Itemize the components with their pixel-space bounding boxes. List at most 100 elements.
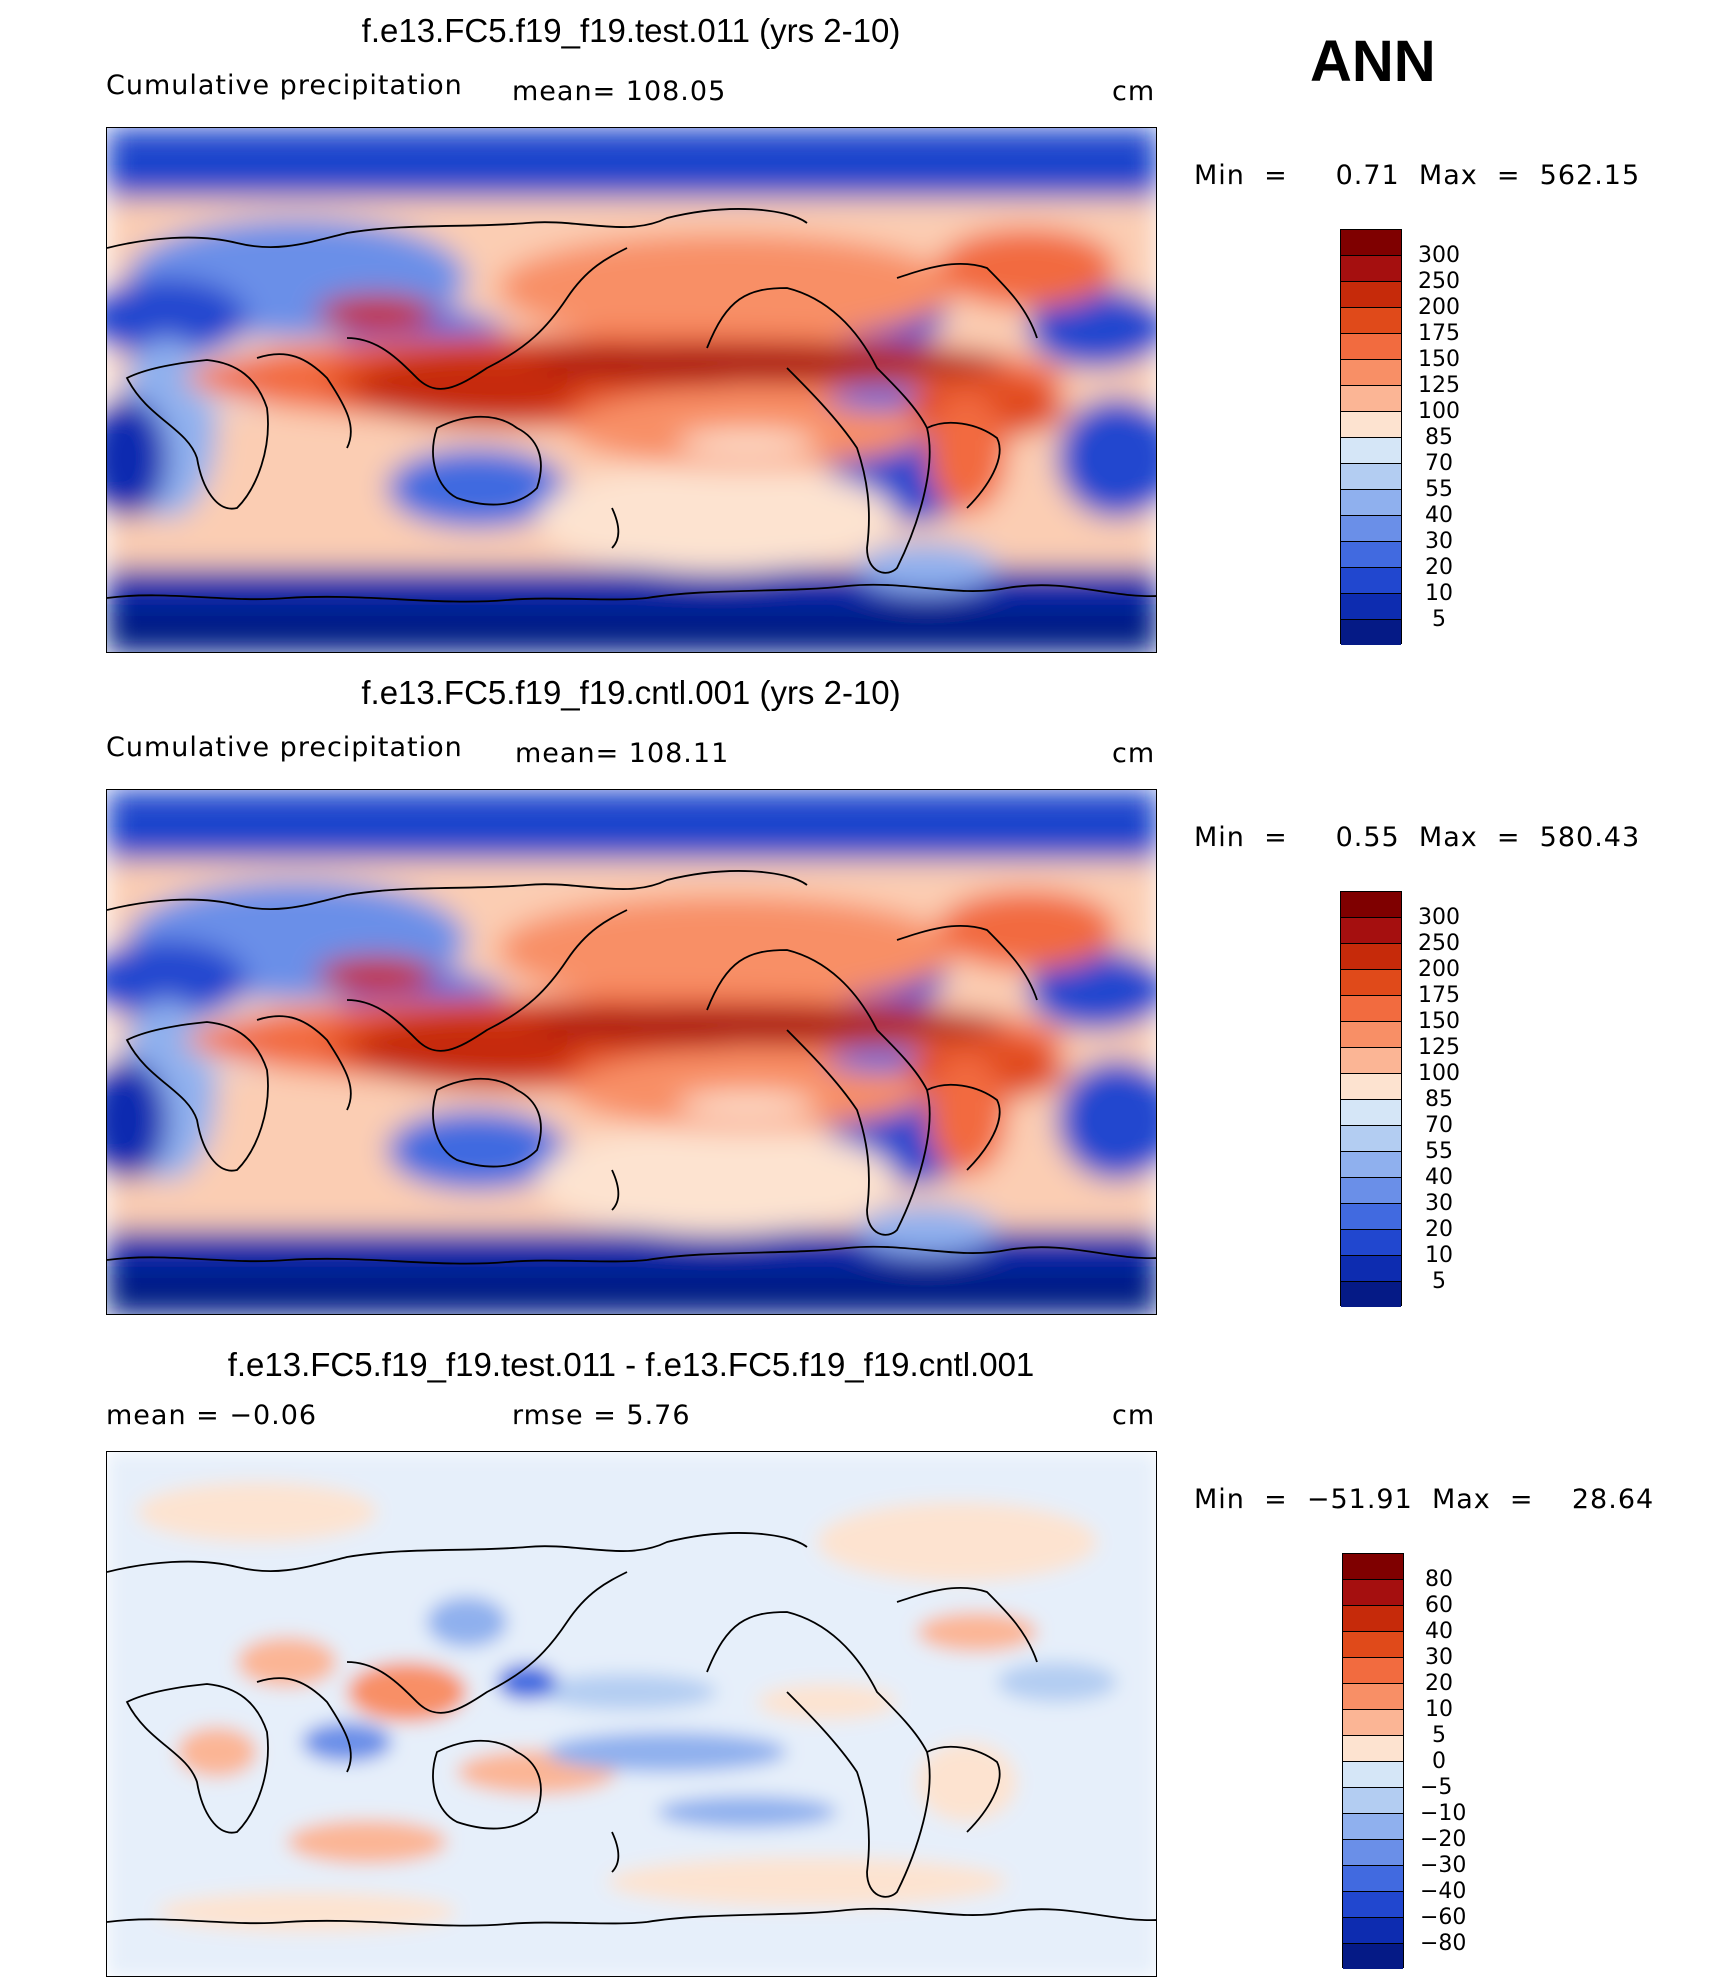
colorbar-bin <box>1341 334 1401 360</box>
panel-2-title: f.e13.FC5.f19_f19.cntl.001 (yrs 2-10) <box>361 674 901 711</box>
colorbar-2-tick: 85 <box>1425 1087 1453 1112</box>
colorbar-bin <box>1341 1282 1401 1307</box>
panel-2-mean: mean= 108.11 <box>515 738 730 769</box>
colorbar-3-tick: −10 <box>1420 1801 1467 1826</box>
colorbar-3-tick: 0 <box>1432 1749 1446 1774</box>
colorbar-1-tick: 200 <box>1418 295 1460 320</box>
panel-3-units: cm <box>1112 1400 1156 1431</box>
colorbar-bin <box>1343 1840 1403 1866</box>
colorbar-1-tick: 10 <box>1425 581 1453 606</box>
panel-2-minmax: Min = 0.55 Max = 580.43 <box>1194 822 1641 853</box>
colorbar-bin <box>1343 1918 1403 1944</box>
panel-2-map <box>106 789 1157 1315</box>
colorbar-3-tick: −30 <box>1420 1853 1467 1878</box>
panel-3-mean: mean = −0.06 <box>106 1400 318 1431</box>
colorbar-bin <box>1343 1736 1403 1762</box>
colorbar-bin <box>1341 438 1401 464</box>
colorbar-bin <box>1341 1126 1401 1152</box>
colorbar-1-tick: 30 <box>1425 529 1453 554</box>
colorbar-1-tick: 100 <box>1418 399 1460 424</box>
colorbar-3-tick: −5 <box>1420 1775 1453 1800</box>
colorbar-bin <box>1341 230 1401 256</box>
colorbar-bin <box>1343 1606 1403 1632</box>
colorbar-1-tick: 250 <box>1418 269 1460 294</box>
colorbar-bin <box>1341 918 1401 944</box>
colorbar-bin <box>1343 1762 1403 1788</box>
colorbar-bin <box>1343 1580 1403 1606</box>
colorbar-bin <box>1341 996 1401 1022</box>
panel-2-variable-label: Cumulative precipitation <box>106 732 463 763</box>
colorbar-1-tick: 70 <box>1425 451 1453 476</box>
colorbar-bin <box>1343 1684 1403 1710</box>
colorbar-bin <box>1341 360 1401 386</box>
panel-3-minmax: Min = −51.91 Max = 28.64 <box>1194 1484 1655 1515</box>
colorbar-bin <box>1341 944 1401 970</box>
colorbar-bin <box>1341 620 1401 645</box>
colorbar-3-tick: 5 <box>1432 1723 1446 1748</box>
colorbar-1-tick: 150 <box>1418 347 1460 372</box>
colorbar-2-tick: 5 <box>1432 1269 1446 1294</box>
colorbar-bin <box>1343 1632 1403 1658</box>
colorbar-bin <box>1341 1178 1401 1204</box>
colorbar-bin <box>1341 892 1401 918</box>
colorbar-2-tick: 20 <box>1425 1217 1453 1242</box>
colorbar-bin <box>1343 1944 1403 1969</box>
colorbar-bin <box>1341 594 1401 620</box>
colorbar-bin <box>1343 1866 1403 1892</box>
colorbar-bin <box>1341 516 1401 542</box>
colorbar-2-tick: 200 <box>1418 957 1460 982</box>
colorbar-bin <box>1341 256 1401 282</box>
panel-1-title: f.e13.FC5.f19_f19.test.011 (yrs 2-10) <box>361 12 901 49</box>
panel-3-map <box>106 1451 1157 1977</box>
panel-2-units: cm <box>1112 738 1156 769</box>
panel-1-map <box>106 127 1157 653</box>
colorbar-bin <box>1341 1230 1401 1256</box>
colorbar-3-tick: 10 <box>1425 1697 1453 1722</box>
colorbar-2-tick: 100 <box>1418 1061 1460 1086</box>
colorbar-2-tick: 150 <box>1418 1009 1460 1034</box>
season-label: ANN <box>1310 29 1436 94</box>
colorbar-3-tick: 60 <box>1425 1593 1453 1618</box>
colorbar-bin <box>1341 970 1401 996</box>
panel-3-title: f.e13.FC5.f19_f19.test.011 - f.e13.FC5.f… <box>227 1346 1035 1383</box>
colorbar-2-tick: 55 <box>1425 1139 1453 1164</box>
panel-3-colorbar <box>1342 1553 1404 1969</box>
colorbar-1-tick: 85 <box>1425 425 1453 450</box>
colorbar-3-tick: −60 <box>1420 1905 1467 1930</box>
colorbar-bin <box>1341 1204 1401 1230</box>
colorbar-2-tick: 10 <box>1425 1243 1453 1268</box>
colorbar-bin <box>1341 1074 1401 1100</box>
colorbar-bin <box>1341 412 1401 438</box>
colorbar-bin <box>1341 568 1401 594</box>
colorbar-bin <box>1341 490 1401 516</box>
panel-1-minmax: Min = 0.71 Max = 562.15 <box>1194 160 1641 191</box>
colorbar-3-tick: −80 <box>1420 1931 1467 1956</box>
colorbar-1-tick: 5 <box>1432 607 1446 632</box>
colorbar-3-tick: 20 <box>1425 1671 1453 1696</box>
colorbar-2-tick: 125 <box>1418 1035 1460 1060</box>
colorbar-bin <box>1343 1710 1403 1736</box>
colorbar-1-tick: 125 <box>1418 373 1460 398</box>
colorbar-2-tick: 250 <box>1418 931 1460 956</box>
colorbar-bin <box>1341 464 1401 490</box>
colorbar-2-tick: 300 <box>1418 905 1460 930</box>
colorbar-bin <box>1341 542 1401 568</box>
colorbar-1-tick: 40 <box>1425 503 1453 528</box>
colorbar-bin <box>1343 1788 1403 1814</box>
colorbar-2-tick: 175 <box>1418 983 1460 1008</box>
colorbar-bin <box>1341 1100 1401 1126</box>
colorbar-bin <box>1343 1658 1403 1684</box>
panel-1-mean: mean= 108.05 <box>512 76 727 107</box>
colorbar-bin <box>1341 1152 1401 1178</box>
colorbar-bin <box>1343 1814 1403 1840</box>
panel-1-colorbar <box>1340 229 1402 645</box>
colorbar-2-tick: 40 <box>1425 1165 1453 1190</box>
panel-1-variable-label: Cumulative precipitation <box>106 70 463 101</box>
colorbar-3-tick: 30 <box>1425 1645 1453 1670</box>
colorbar-3-tick: 80 <box>1425 1567 1453 1592</box>
colorbar-2-tick: 30 <box>1425 1191 1453 1216</box>
panel-3-rmse: rmse = 5.76 <box>512 1400 691 1431</box>
colorbar-bin <box>1341 1048 1401 1074</box>
colorbar-1-tick: 300 <box>1418 243 1460 268</box>
colorbar-1-tick: 20 <box>1425 555 1453 580</box>
